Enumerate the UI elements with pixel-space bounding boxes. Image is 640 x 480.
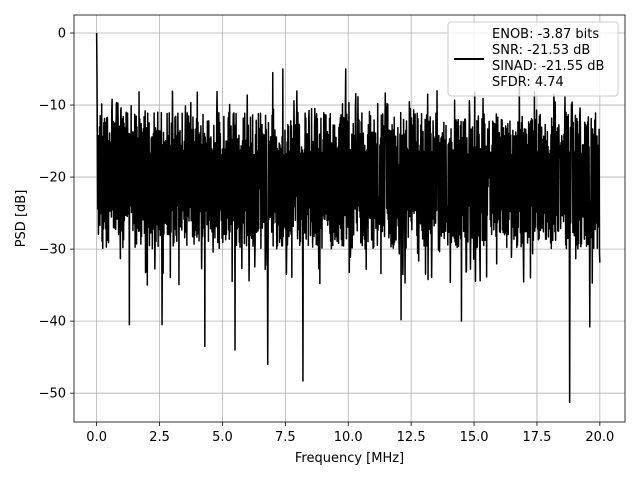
x-tick-label: 0.0	[86, 430, 107, 445]
x-tick-label: 10.0	[334, 430, 363, 445]
legend-enob: ENOB: -3.87 bits	[492, 27, 599, 42]
y-tick-label: −20	[39, 171, 66, 186]
y-axis-label: PSD [dB]	[14, 190, 29, 248]
x-axis-ticks: 0.0 2.5 5.0 7.5 10.0 12.5 15.0 17.5 20.0	[86, 422, 614, 445]
legend-sfdr: SFDR: 4.74	[492, 75, 564, 90]
y-tick-label: −40	[39, 315, 66, 330]
x-axis-label: Frequency [MHz]	[295, 451, 404, 466]
x-tick-label: 7.5	[275, 430, 296, 445]
legend-snr: SNR: -21.53 dB	[492, 43, 590, 58]
axes-frame	[73, 14, 626, 423]
x-tick-label: 15.0	[460, 430, 489, 445]
psd-series-line	[95, 33, 601, 404]
x-tick-label: 17.5	[522, 430, 551, 445]
legend: ENOB: -3.87 bits SNR: -21.53 dB SINAD: -…	[447, 21, 619, 97]
y-axis-ticks: 0 −10 −20 −30 −40 −50	[39, 27, 74, 402]
x-tick-label: 5.0	[212, 430, 233, 445]
y-tick-label: −30	[39, 243, 66, 258]
psd-series	[95, 33, 601, 404]
x-tick-label: 12.5	[397, 430, 426, 445]
x-tick-label: 2.5	[149, 430, 170, 445]
legend-sinad: SINAD: -21.55 dB	[492, 59, 604, 74]
y-tick-label: 0	[58, 27, 66, 42]
y-tick-label: −50	[39, 387, 66, 402]
x-tick-label: 20.0	[585, 430, 614, 445]
legend-box	[447, 21, 619, 97]
y-tick-label: −10	[39, 99, 66, 114]
